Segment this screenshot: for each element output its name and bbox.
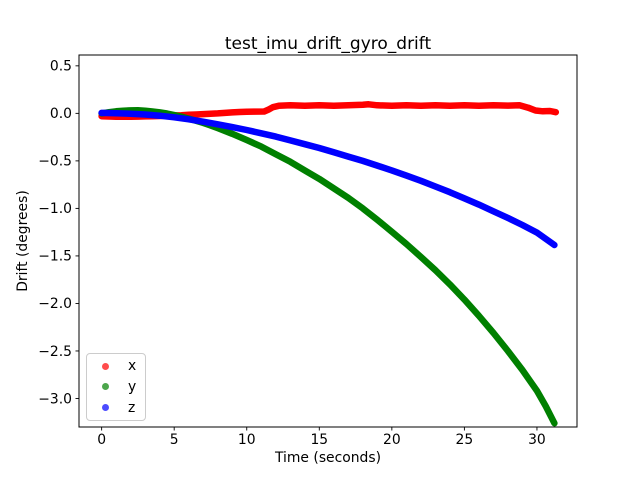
y-axis-tick-label: −2.5 (38, 344, 72, 360)
x-axis-tick-label: 0 (97, 432, 106, 448)
y-axis-tick-label: −1.5 (38, 249, 72, 265)
series-y-curve (98, 107, 558, 427)
y-axis-tick-label: −1.0 (38, 201, 72, 217)
legend-marker-y-icon (102, 383, 109, 391)
y-axis-tick-label: −2.0 (38, 296, 72, 312)
y-axis-tick-label: 0.0 (50, 106, 72, 122)
x-axis-tick-label: 15 (310, 432, 328, 448)
y-axis-tick-label: −0.5 (38, 154, 72, 170)
series-z-curve (98, 109, 558, 249)
x-axis-tick-label: 25 (456, 432, 474, 448)
x-axis-label: Time (seconds) (274, 450, 382, 466)
x-axis-tick-label: 20 (383, 432, 401, 448)
legend-marker-z-icon (102, 404, 109, 412)
legend-label-x: x (128, 358, 137, 375)
legend-entry-z: z (87, 398, 145, 418)
legend-marker-x-icon (102, 362, 109, 370)
y-axis-tick-label: −3.0 (38, 391, 72, 407)
legend-entry-y: y (87, 377, 145, 397)
legend-label-y: y (128, 378, 137, 395)
legend-entry-x: x (87, 356, 145, 376)
x-axis-tick-label: 5 (170, 432, 179, 448)
y-axis-tick-label: 0.5 (50, 59, 72, 75)
legend-label-z: z (128, 399, 136, 416)
x-axis-tick-label: 10 (238, 432, 256, 448)
x-axis-tick-label: 30 (528, 432, 546, 448)
legend-box: x y z (86, 353, 146, 421)
chart-title: test_imu_drift_gyro_drift (224, 34, 432, 54)
